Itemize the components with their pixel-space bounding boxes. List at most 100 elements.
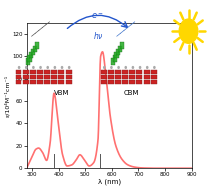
- Circle shape: [39, 66, 42, 69]
- Circle shape: [25, 71, 27, 74]
- Circle shape: [53, 66, 56, 69]
- Circle shape: [39, 76, 42, 79]
- Circle shape: [110, 76, 113, 79]
- Circle shape: [124, 71, 127, 74]
- Bar: [144, 75, 150, 79]
- Bar: [44, 75, 50, 79]
- Bar: [37, 70, 43, 74]
- Circle shape: [103, 71, 106, 74]
- Bar: [16, 80, 22, 84]
- Bar: [101, 70, 107, 74]
- Bar: [30, 70, 36, 74]
- Bar: [33, 46, 37, 52]
- Y-axis label: ε/10⁴M⁻¹cm⁻¹: ε/10⁴M⁻¹cm⁻¹: [5, 74, 11, 117]
- Bar: [30, 75, 36, 79]
- Circle shape: [117, 76, 120, 79]
- Circle shape: [25, 66, 27, 69]
- Bar: [44, 70, 50, 74]
- Bar: [16, 75, 22, 79]
- Bar: [113, 55, 117, 62]
- Circle shape: [146, 71, 148, 74]
- Bar: [66, 80, 72, 84]
- Circle shape: [132, 76, 134, 79]
- Bar: [58, 75, 64, 79]
- Bar: [144, 80, 150, 84]
- Bar: [44, 80, 50, 84]
- Circle shape: [146, 76, 148, 79]
- Bar: [151, 70, 157, 74]
- Bar: [108, 80, 114, 84]
- Circle shape: [18, 76, 20, 79]
- Circle shape: [146, 66, 148, 69]
- Circle shape: [46, 76, 49, 79]
- Bar: [108, 75, 114, 79]
- Bar: [137, 80, 142, 84]
- Bar: [122, 80, 128, 84]
- Bar: [129, 70, 135, 74]
- Circle shape: [139, 71, 141, 74]
- Bar: [58, 80, 64, 84]
- Bar: [66, 70, 72, 74]
- Circle shape: [68, 71, 71, 74]
- Circle shape: [117, 71, 120, 74]
- Circle shape: [32, 76, 35, 79]
- Circle shape: [103, 66, 106, 69]
- Text: CBM: CBM: [124, 91, 139, 96]
- Bar: [108, 70, 114, 74]
- Circle shape: [103, 76, 106, 79]
- Bar: [51, 80, 57, 84]
- Text: $h\nu$: $h\nu$: [92, 30, 104, 41]
- Bar: [51, 75, 57, 79]
- Bar: [23, 75, 29, 79]
- Bar: [137, 75, 142, 79]
- Circle shape: [25, 76, 27, 79]
- Bar: [27, 55, 32, 62]
- Circle shape: [46, 71, 49, 74]
- Circle shape: [46, 66, 49, 69]
- Circle shape: [18, 71, 20, 74]
- Circle shape: [68, 76, 71, 79]
- Circle shape: [32, 66, 35, 69]
- Bar: [29, 52, 33, 58]
- Circle shape: [110, 66, 113, 69]
- Bar: [66, 75, 72, 79]
- Circle shape: [61, 76, 63, 79]
- Bar: [30, 80, 36, 84]
- Bar: [151, 80, 157, 84]
- Bar: [101, 80, 107, 84]
- Circle shape: [124, 66, 127, 69]
- Bar: [58, 70, 64, 74]
- Bar: [129, 75, 135, 79]
- Bar: [23, 80, 29, 84]
- Bar: [37, 75, 43, 79]
- Circle shape: [139, 66, 141, 69]
- Bar: [31, 49, 35, 55]
- Circle shape: [18, 66, 20, 69]
- Bar: [151, 75, 157, 79]
- Circle shape: [153, 66, 156, 69]
- Bar: [114, 52, 119, 58]
- Circle shape: [53, 76, 56, 79]
- Bar: [116, 49, 120, 55]
- Circle shape: [117, 66, 120, 69]
- Bar: [144, 70, 150, 74]
- Bar: [111, 58, 115, 65]
- Circle shape: [61, 71, 63, 74]
- Bar: [129, 80, 135, 84]
- Circle shape: [61, 66, 63, 69]
- Bar: [101, 75, 107, 79]
- Circle shape: [110, 71, 113, 74]
- Bar: [16, 70, 22, 74]
- Bar: [51, 70, 57, 74]
- Circle shape: [132, 66, 134, 69]
- Bar: [35, 42, 39, 49]
- Circle shape: [153, 76, 156, 79]
- Circle shape: [39, 71, 42, 74]
- Bar: [137, 70, 142, 74]
- Text: $e^-$: $e^-$: [91, 11, 105, 21]
- Bar: [122, 75, 128, 79]
- X-axis label: λ (nm): λ (nm): [98, 179, 121, 185]
- Bar: [118, 46, 122, 52]
- Circle shape: [124, 76, 127, 79]
- Circle shape: [139, 76, 141, 79]
